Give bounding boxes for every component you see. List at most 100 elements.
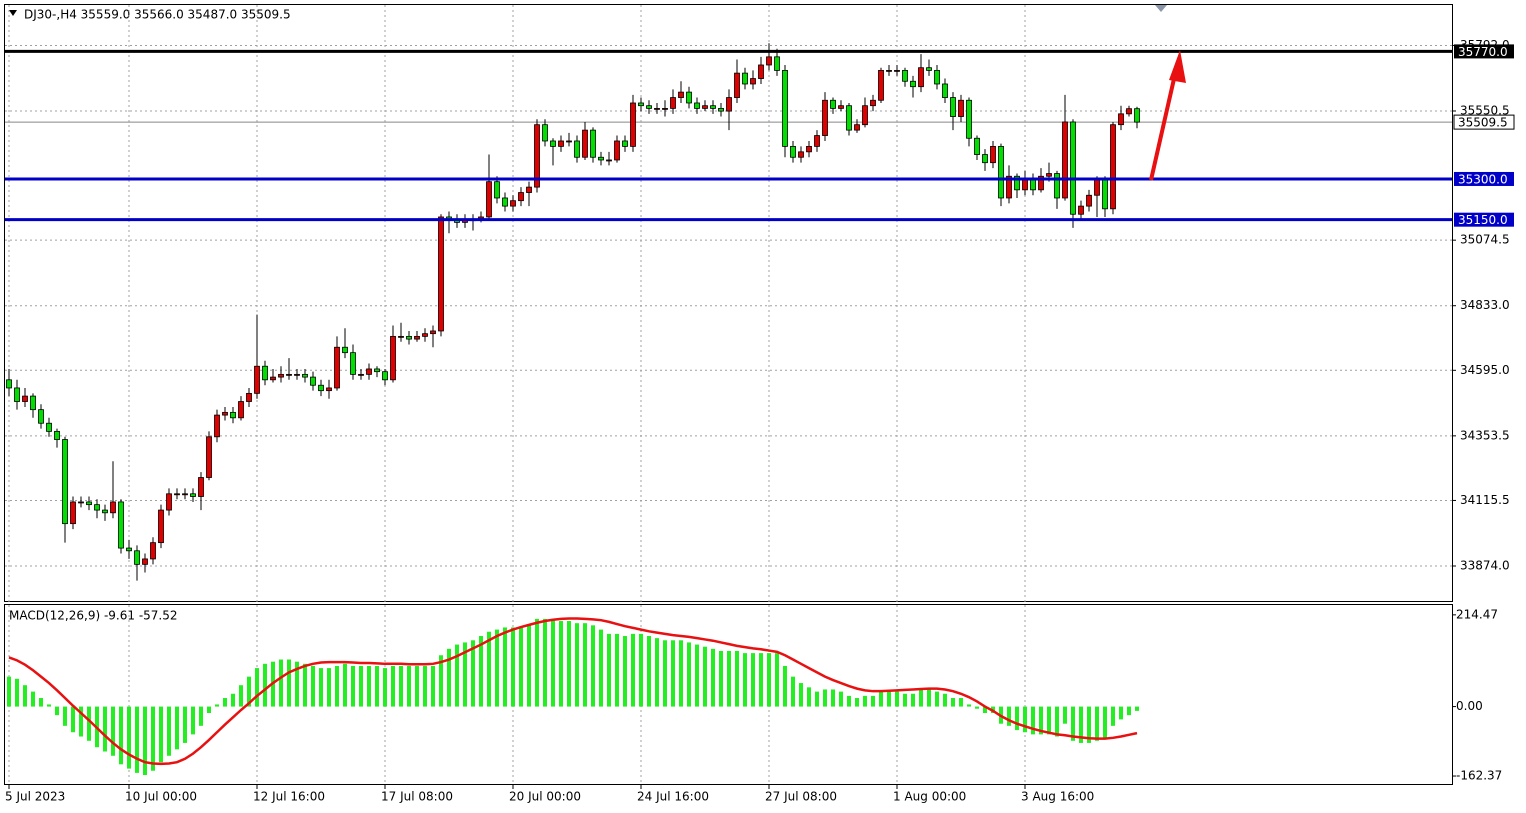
price-panel-frame [4,4,1453,602]
x-tick-label: 1 Aug 00:00 [893,790,966,804]
x-tick-label: 3 Aug 16:00 [1021,790,1094,804]
macd-bar [727,650,731,707]
macd-bar [559,621,563,707]
candle-body [1102,178,1108,210]
macd-bar [751,653,755,707]
candle-body [1030,178,1036,191]
candle-body [6,379,12,389]
symbol-menu-arrow[interactable] [9,10,17,16]
candle-body [390,335,396,381]
macd-bar [791,676,795,707]
shift-marker [1155,5,1167,12]
candle-body [958,99,964,117]
candle-body [926,67,932,71]
candle-body [838,105,844,109]
candle-body [902,70,908,82]
candle-body [38,409,44,424]
macd-bar [823,689,827,707]
candle-body [782,70,788,147]
macd-bar [719,650,723,707]
candle-body [222,411,228,416]
macd-bar [279,659,283,707]
macd-bar [1127,706,1131,716]
candle-body [142,558,148,565]
macd-bar [863,695,867,707]
macd-bar [919,689,923,707]
candle-body [54,430,60,440]
candle-body [910,80,916,88]
arrow-head [1169,50,1186,83]
macd-bar [183,706,187,743]
macd-bar [175,706,179,750]
x-tick-label: 12 Jul 16:00 [253,790,325,804]
macd-bar [407,665,411,707]
macd-bar [671,640,675,707]
macd-bar [879,691,883,707]
macd-bar [359,665,363,707]
candle-body [358,373,364,376]
macd-bar [223,698,227,707]
macd-bar [287,659,291,707]
level-label-box [1454,171,1514,186]
candle-body [942,83,948,98]
macd-bar [215,704,219,707]
candle-body [310,376,316,386]
macd-bar [519,627,523,707]
candle-body [198,477,204,497]
macd-bar [375,665,379,707]
macd-bar [455,644,459,707]
macd-bar [951,698,955,707]
candle-body [246,392,252,402]
candle-body [1110,124,1116,210]
candle-body [150,542,156,560]
macd-bar [303,663,307,707]
candle-body [798,151,804,158]
candle-body [558,140,564,147]
macd-bar [775,653,779,707]
macd-bar [319,668,323,707]
macd-bar [911,693,915,707]
macd-bar [239,685,243,707]
candle-body [1134,108,1140,123]
y-tick-label: -162.37 [1456,769,1502,783]
current-price-label: 35509.5 [1458,116,1508,130]
macd-bar [631,633,635,707]
macd-bar [975,706,979,709]
chart-header: DJ30-,H4 35559.0 35566.0 35487.0 35509.5 [24,8,291,22]
candle-body [590,129,596,158]
signal-line [8,617,1138,766]
candle-body [862,105,868,126]
candle-body [302,373,308,378]
macd-bar [63,706,67,726]
candle-body [1118,113,1124,126]
candle-body [678,91,684,98]
candle-body [742,72,748,85]
candle-body [158,509,164,544]
macd-bar [655,638,659,707]
macd-bar [1047,706,1051,735]
macd-bar [7,676,11,707]
candle-body [190,493,196,497]
candle-body [622,140,628,147]
macd-bar [767,653,771,707]
candle-body [646,105,652,109]
macd-bar [711,648,715,707]
candle-body [70,501,76,525]
macd-bar [967,704,971,707]
candle-body [814,135,820,147]
candle-body [1038,175,1044,191]
macd-bar [87,706,91,741]
macd-bar [839,691,843,707]
level-label: 35300.0 [1458,172,1508,186]
candle-body [566,140,572,143]
macd-panel-frame [4,604,1453,785]
macd-bar [39,698,43,707]
candle-body [502,197,508,207]
macd-bar [679,640,683,707]
macd-bar [607,633,611,707]
macd-bar [423,665,427,707]
macd-bar [1119,706,1123,720]
current-price-box [1453,114,1515,130]
macd-bar [391,665,395,707]
